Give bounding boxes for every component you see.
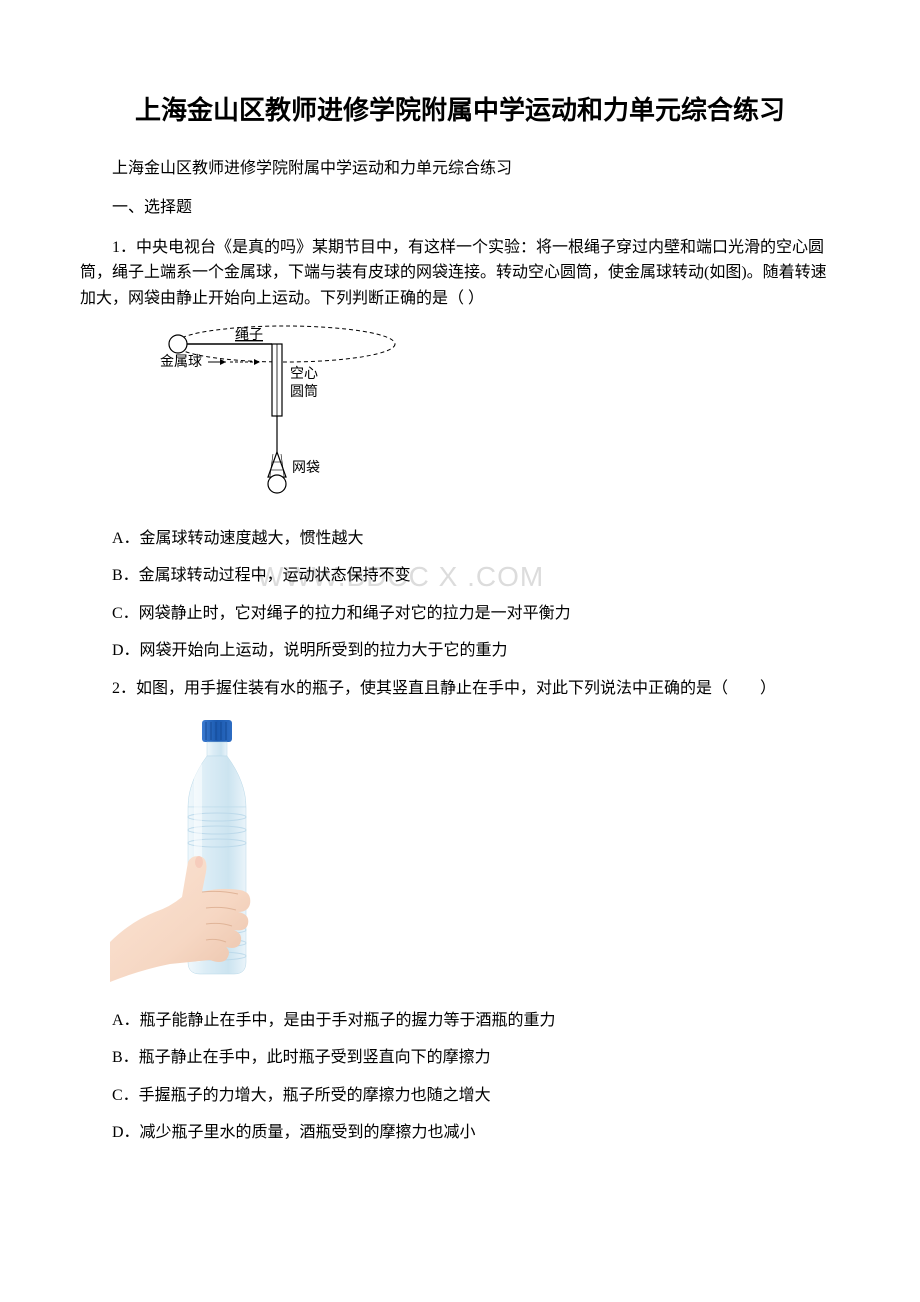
q1-choice-d: D．网袋开始向上运动，说明所受到的拉力大于它的重力 xyxy=(80,638,840,664)
diagram-rope-label: 绳子 xyxy=(235,327,263,343)
section-heading: 一、选择题 xyxy=(80,195,840,221)
diagram-tube-label-1: 空心 xyxy=(290,366,318,382)
q2-choice-b: B．瓶子静止在手中，此时瓶子受到竖直向下的摩擦力 xyxy=(80,1045,840,1071)
document-subtitle: 上海金山区教师进修学院附属中学运动和力单元综合练习 xyxy=(80,156,840,182)
bottle-figure xyxy=(110,712,840,992)
q2-choice-c: C．手握瓶子的力增大，瓶子所受的摩擦力也随之增大 xyxy=(80,1083,840,1109)
diagram-ball-label: 金属球 xyxy=(160,354,202,370)
diagram-bag-label: 网袋 xyxy=(292,460,320,476)
diagram-1-figure: 绳子 金属球 空心 圆筒 网袋 xyxy=(160,322,840,512)
question-2-stem: 2．如图，用手握住装有水的瓶子，使其竖直且静止在手中，对此下列说法中正确的是（ … xyxy=(80,676,840,702)
q1-choice-c: C．网袋静止时，它对绳子的拉力和绳子对它的拉力是一对平衡力 xyxy=(80,601,840,627)
q2-choice-a: A．瓶子能静止在手中，是由于手对瓶子的握力等于酒瓶的重力 xyxy=(80,1008,840,1034)
diagram-tube-label-2: 圆筒 xyxy=(290,383,318,400)
question-1-stem: 1．中央电视台《是真的吗》某期节目中，有这样一个实验：将一根绳子穿过内壁和端口光… xyxy=(80,235,840,312)
q2-choice-d: D．减少瓶子里水的质量，酒瓶受到的摩擦力也减小 xyxy=(80,1120,840,1146)
q1-choice-b: B．金属球转动过程中，运动状态保持不变 xyxy=(112,567,411,584)
document-title: 上海金山区教师进修学院附属中学运动和力单元综合练习 xyxy=(80,90,840,132)
q1-choice-a: A．金属球转动速度越大，惯性越大 xyxy=(80,526,840,552)
